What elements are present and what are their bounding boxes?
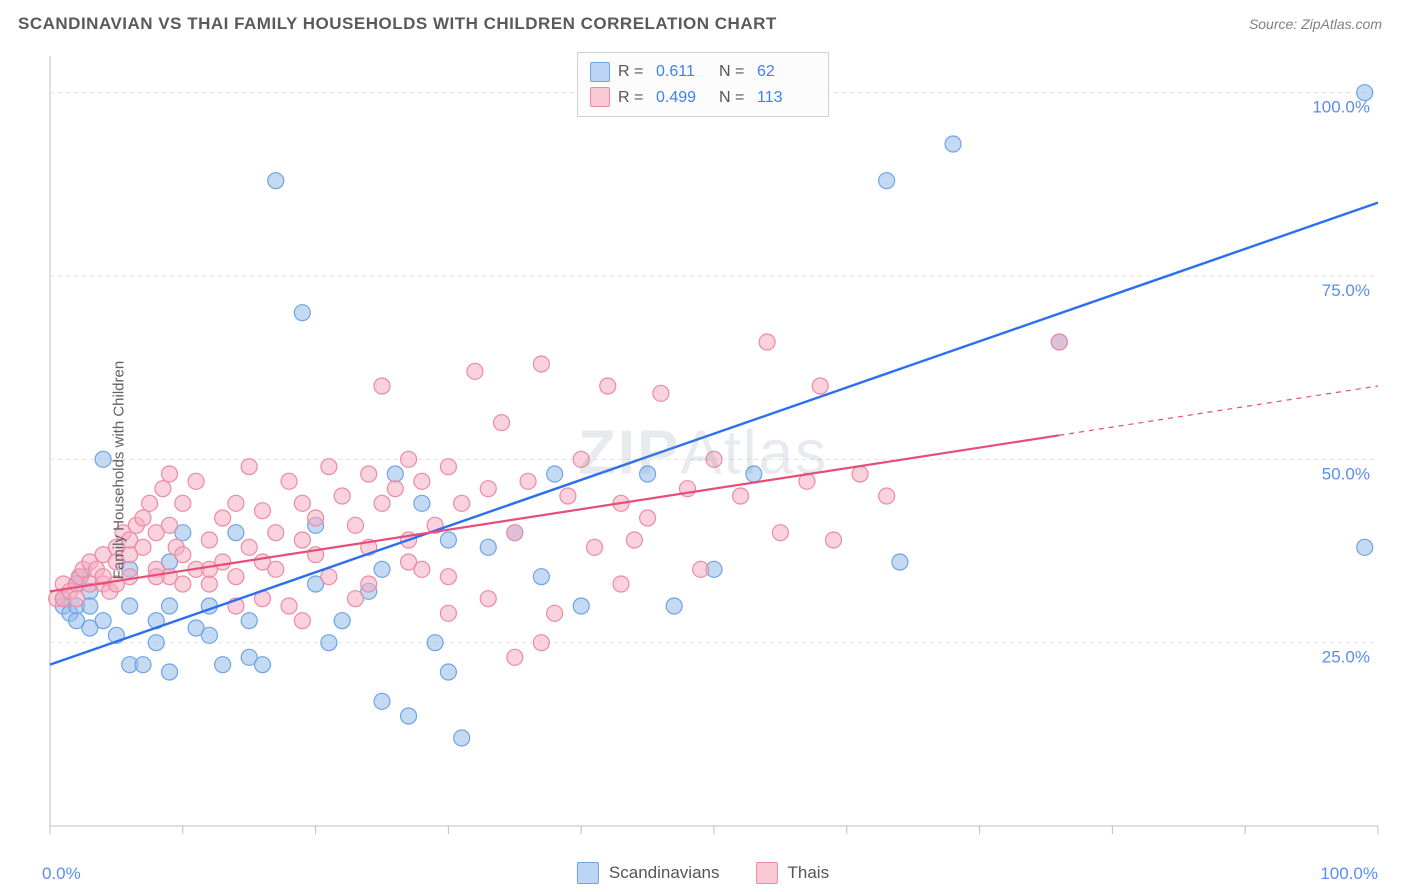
n-label: N = [719,85,749,111]
scatter-plot: 25.0%50.0%75.0%100.0% [18,48,1388,858]
source-attribution: Source: ZipAtlas.com [1249,16,1382,32]
legend-row-scandinavians: R = 0.611 N = 62 [590,59,812,85]
legend-swatch-blue [590,62,610,82]
legend-swatch-pink [756,862,778,884]
r-value: 0.499 [656,85,711,111]
series-legend: Scandinavians Thais [577,862,829,884]
x-axis-max-label: 100.0% [1320,864,1378,884]
r-label: R = [618,85,648,111]
n-value: 62 [757,59,812,85]
r-label: R = [618,59,648,85]
legend-label: Thais [788,863,830,883]
y-axis-label: Family Households with Children [111,361,128,579]
r-value: 0.611 [656,59,711,85]
svg-text:25.0%: 25.0% [1322,648,1370,667]
legend-swatch-blue [577,862,599,884]
header: SCANDINAVIAN VS THAI FAMILY HOUSEHOLDS W… [0,0,1406,42]
correlation-legend: R = 0.611 N = 62 R = 0.499 N = 113 [577,52,829,117]
legend-row-thais: R = 0.499 N = 113 [590,85,812,111]
legend-swatch-pink [590,87,610,107]
svg-text:75.0%: 75.0% [1322,281,1370,300]
n-value: 113 [757,85,812,111]
legend-label: Scandinavians [609,863,720,883]
chart-title: SCANDINAVIAN VS THAI FAMILY HOUSEHOLDS W… [18,14,777,34]
svg-text:50.0%: 50.0% [1322,464,1370,483]
chart-container: SCANDINAVIAN VS THAI FAMILY HOUSEHOLDS W… [0,0,1406,892]
legend-item-thais: Thais [756,862,830,884]
n-label: N = [719,59,749,85]
legend-item-scandinavians: Scandinavians [577,862,720,884]
chart-area: Family Households with Children 25.0% 50.… [18,48,1388,892]
x-axis-min-label: 0.0% [42,864,81,884]
